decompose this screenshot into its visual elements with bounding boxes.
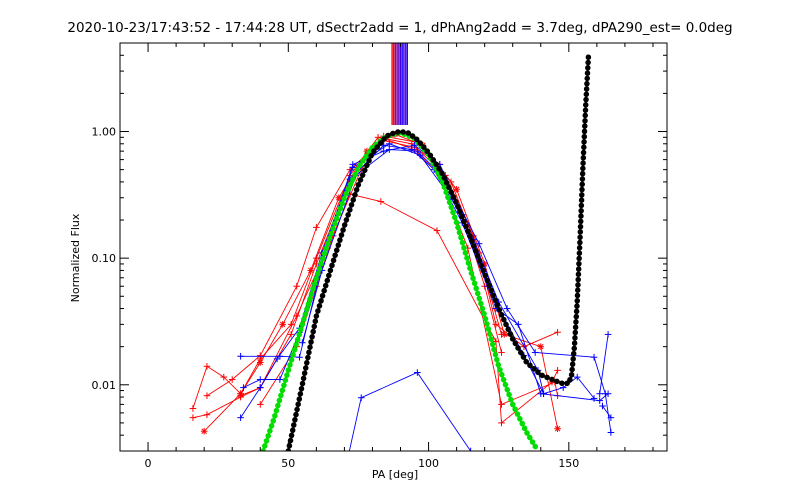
data-point — [237, 414, 244, 421]
x-tick-label: 100 — [418, 457, 439, 470]
data-point — [341, 470, 348, 477]
data-point — [554, 367, 561, 374]
data-series-9 — [240, 141, 612, 404]
y-tick-label: 0.10 — [92, 252, 117, 265]
data-point — [590, 353, 598, 361]
data-point — [554, 425, 561, 433]
data-point — [237, 352, 244, 360]
data-point — [414, 369, 421, 376]
series-line — [348, 371, 471, 451]
data-point — [411, 141, 418, 149]
data-series-11 — [341, 369, 474, 477]
data-point — [287, 331, 295, 338]
data-point — [501, 331, 508, 338]
data-point — [307, 267, 315, 274]
data-point — [492, 321, 500, 328]
y-tick-label: 1.00 — [92, 126, 117, 139]
data-series-8 — [237, 141, 547, 398]
data-point — [228, 376, 236, 383]
data-point — [256, 376, 264, 383]
series-line — [602, 405, 612, 418]
data-point — [279, 321, 286, 328]
data-point — [596, 390, 603, 398]
series-line — [192, 136, 502, 409]
data-point — [433, 227, 441, 234]
data-point — [313, 224, 320, 231]
data-point — [604, 331, 612, 338]
data-point — [596, 397, 603, 404]
data-point — [189, 414, 197, 421]
series-line — [240, 135, 558, 397]
data-point — [293, 282, 301, 290]
data-point — [203, 392, 211, 399]
data-point — [414, 147, 421, 155]
chart-title: 2020-10-23/17:43:52 - 17:44:28 UT, dSect… — [67, 20, 732, 36]
data-point — [498, 401, 505, 408]
y-tick-label: 0.01 — [92, 379, 117, 392]
data-point — [256, 401, 264, 408]
data-point — [537, 343, 545, 350]
data-point — [189, 405, 197, 412]
data-point — [498, 349, 505, 356]
data-point — [408, 146, 416, 153]
data-point — [335, 194, 343, 202]
series-line — [206, 137, 559, 406]
y-axis: 0.01 0.10 1.00 — [92, 42, 667, 452]
x-axis: 0 50 100 150 — [145, 43, 654, 470]
data-point — [220, 373, 228, 381]
series-line — [240, 143, 595, 418]
data-point — [607, 414, 615, 421]
data-point — [349, 161, 357, 168]
data-point — [498, 419, 505, 427]
data-point — [537, 390, 545, 398]
data-point — [503, 305, 511, 312]
series-line — [240, 144, 544, 394]
plot-frame — [119, 42, 668, 452]
data-point — [475, 240, 483, 248]
data-point — [203, 411, 211, 419]
data-point — [256, 359, 264, 366]
data-series-6 — [237, 132, 561, 399]
data-point — [590, 395, 598, 402]
series-line — [243, 144, 609, 402]
x-tick-label: 150 — [558, 457, 579, 470]
data-point — [240, 384, 247, 391]
data-series-2 — [189, 134, 505, 412]
data-point — [299, 339, 306, 346]
data-point — [256, 384, 264, 391]
data-point — [357, 394, 365, 402]
data-point — [203, 362, 211, 370]
data-point — [531, 349, 539, 356]
data-point — [599, 402, 606, 410]
data-point — [237, 392, 244, 399]
x-tick-label: 50 — [281, 457, 295, 470]
plot-area — [189, 43, 615, 477]
data-point — [276, 376, 284, 383]
data-series-12 — [599, 402, 615, 421]
data-point — [385, 146, 393, 153]
data-series-7 — [237, 140, 598, 421]
data-point — [380, 147, 387, 155]
data-series-13 — [596, 331, 612, 398]
data-point — [607, 429, 615, 436]
y-axis-label: Normalized Flux — [69, 213, 82, 302]
x-axis-label: PA [deg] — [372, 468, 418, 481]
data-point — [467, 447, 474, 451]
data-point — [287, 321, 295, 328]
x-tick-label: 0 — [145, 457, 152, 470]
data-point — [573, 373, 581, 381]
data-point — [554, 328, 561, 336]
data-point — [601, 390, 609, 398]
data-point — [296, 353, 303, 361]
series-line — [599, 334, 609, 394]
data-point — [377, 198, 385, 205]
data-point — [492, 338, 500, 345]
model-curve-1 — [260, 129, 541, 451]
data-point — [200, 427, 208, 435]
model-curve-2 — [285, 52, 592, 451]
data-point — [256, 352, 264, 359]
data-point — [276, 352, 284, 360]
